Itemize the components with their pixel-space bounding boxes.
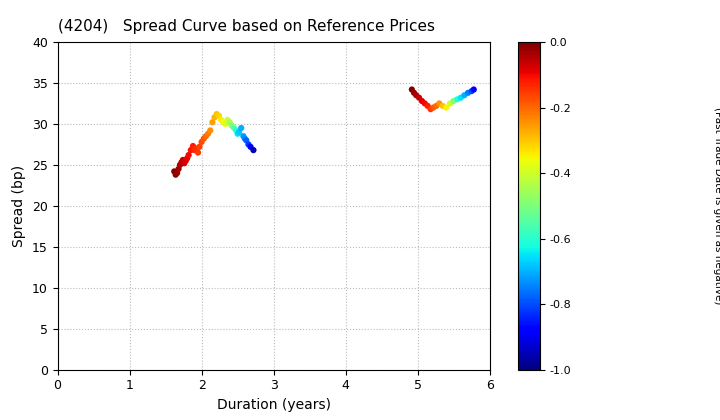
Point [431,102,442,109]
Point [179,160,190,167]
Point [204,127,216,134]
Point [410,92,422,99]
Point [222,116,233,123]
Point [462,89,474,96]
Point [180,158,192,164]
Point [174,161,186,168]
Point [433,100,445,107]
Point [217,119,229,126]
Point [202,130,214,137]
Point [416,97,428,104]
Point [243,141,254,148]
Point [448,97,459,104]
Point [194,144,205,150]
Point [408,89,420,96]
Point [468,86,480,93]
Point [466,88,477,94]
Point [183,152,194,158]
Point [233,129,245,135]
Point [200,133,212,139]
Point [181,155,193,162]
Point [444,100,456,107]
Point [228,125,240,131]
Point [425,106,436,113]
Point [176,159,187,166]
Point [422,102,433,109]
Point [441,104,452,111]
Point [209,114,220,121]
Point [213,112,225,119]
Point [189,147,200,153]
Point [185,147,197,153]
Point [419,100,431,107]
Point [406,86,418,93]
Point [230,127,242,134]
Point [245,144,256,150]
Point [413,94,425,101]
Point [224,119,235,126]
Y-axis label: Spread (bp): Spread (bp) [12,165,27,247]
Point [226,122,238,129]
X-axis label: Duration (years): Duration (years) [217,398,330,412]
Point [220,121,231,127]
Point [211,111,222,118]
Point [170,171,181,178]
Point [437,102,449,109]
Text: (4204)   Spread Curve based on Reference Prices: (4204) Spread Curve based on Reference P… [58,19,435,34]
Point [239,135,251,142]
Point [192,149,204,156]
Point [235,125,247,131]
Point [173,165,184,172]
Point [215,116,227,123]
Point [428,104,439,111]
Point [177,157,189,163]
Point [168,168,180,175]
Point [459,92,470,99]
Point [190,145,202,152]
Y-axis label: Time in years between 11/1/2024 and Trade Date
(Past Trade Date is given as nega: Time in years between 11/1/2024 and Trad… [714,77,720,335]
Point [198,135,210,142]
Point [240,137,252,144]
Point [232,130,243,137]
Point [248,147,259,153]
Point [187,143,199,150]
Point [196,139,207,145]
Point [455,94,467,101]
Point [451,96,463,102]
Point [171,170,183,176]
Point [238,133,249,139]
Point [207,119,218,126]
